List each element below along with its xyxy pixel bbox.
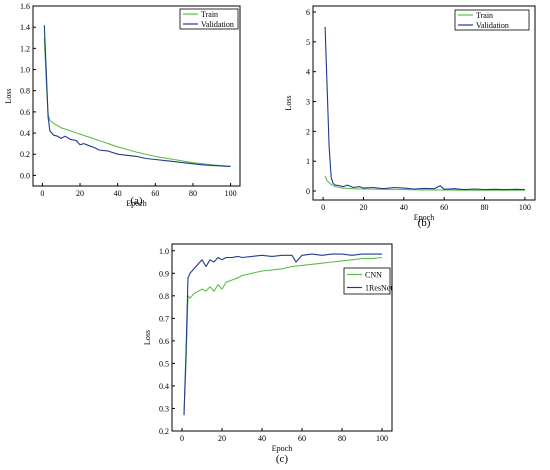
plot-frame <box>171 243 393 432</box>
x-tick-label: 80 <box>481 203 489 212</box>
x-tick-label: 100 <box>225 189 237 198</box>
x-axis-label: Epoch <box>272 444 292 453</box>
y-tick-label: 2 <box>306 127 310 136</box>
y-tick-label: 0.6 <box>159 337 169 346</box>
x-tick-label: 0 <box>40 189 44 198</box>
x-tick-label: 0 <box>321 203 325 212</box>
x-tick-label: 100 <box>376 434 388 443</box>
y-tick-label: 1.0 <box>159 247 169 256</box>
legend-label: Train <box>201 10 218 19</box>
x-tick-label: 20 <box>218 434 226 443</box>
legend: CNN 1ResNet <box>343 267 393 295</box>
y-tick-label: 6 <box>306 8 310 17</box>
x-tick-label: 60 <box>151 189 159 198</box>
y-tick-label: 0.8 <box>159 292 169 301</box>
y-tick-label: 0.0 <box>20 171 30 180</box>
series-line-1resnet <box>183 253 382 416</box>
legend-label: Train <box>476 11 493 20</box>
y-tick-label: 1 <box>306 157 310 166</box>
x-axis-label: Epoch <box>126 199 146 208</box>
series-line-train <box>324 175 525 191</box>
y-tick-label: 0.7 <box>159 314 169 323</box>
y-tick-label: 0.3 <box>159 404 169 413</box>
y-tick-label: 1.6 <box>20 2 30 11</box>
y-tick-label: 1.0 <box>20 66 30 75</box>
y-axis-label: Loss <box>4 88 13 103</box>
y-tick-label: 0.2 <box>159 427 169 436</box>
x-tick-label: 80 <box>338 434 346 443</box>
legend-label: 1ResNet <box>365 284 393 293</box>
x-axis-label: Epoch <box>414 213 434 222</box>
x-tick-label: 40 <box>258 434 266 443</box>
series-line-train <box>43 37 231 167</box>
plot-frame <box>32 5 241 187</box>
x-tick-label: 100 <box>519 203 531 212</box>
series-line-cnn <box>183 256 383 414</box>
legend-label: Validation <box>201 20 234 29</box>
chart-panel-a: 0 20 40 60 80 100 0.0 0.2 0.4 0.6 0.8 1.0 1.2 1.4 1.6 E… <box>4 2 241 208</box>
y-tick-label: 0.9 <box>159 269 169 278</box>
chart-panel-b: 0 20 40 60 80 100 0 1 2 3 4 5 6 Epoch Loss TrainValidat… <box>284 5 536 229</box>
y-tick-label: 4 <box>306 68 310 77</box>
series-line-validation <box>324 26 525 191</box>
y-tick-label: 0.2 <box>20 150 30 159</box>
legend-label: CNN <box>365 271 382 280</box>
series-line-validation <box>43 25 231 167</box>
y-axis-label: Loss <box>143 330 152 345</box>
x-tick-label: 0 <box>180 434 184 443</box>
x-tick-label: 20 <box>359 203 367 212</box>
panel-label: (a) <box>130 195 143 207</box>
y-tick-label: 0 <box>306 187 310 196</box>
y-tick-label: 3 <box>306 98 310 107</box>
y-tick-label: 1.4 <box>20 23 30 32</box>
panel-label: (c) <box>276 453 289 465</box>
y-tick-label: 0.4 <box>20 129 30 138</box>
x-tick-label: 40 <box>114 189 122 198</box>
x-tick-label: 60 <box>298 434 306 443</box>
chart-panel-c: 0 20 40 60 80 100 0.2 0.3 0.4 0.5 0.6 0.7 0.8 0.9 1.0 E… <box>143 243 393 465</box>
panel-label: (b) <box>418 217 431 229</box>
y-tick-label: 1.2 <box>20 44 30 53</box>
legend-box <box>454 9 530 31</box>
y-tick-label: 0.8 <box>20 87 30 96</box>
legend-label: Validation <box>476 21 509 30</box>
x-tick-label: 40 <box>400 203 408 212</box>
x-tick-label: 60 <box>440 203 448 212</box>
plot-frame <box>312 5 536 201</box>
y-axis-label: Loss <box>284 95 293 110</box>
y-tick-label: 5 <box>306 38 310 47</box>
x-tick-label: 80 <box>189 189 197 198</box>
y-tick-label: 0.4 <box>159 382 169 391</box>
x-tick-label: 20 <box>76 189 84 198</box>
legend-box <box>343 267 391 295</box>
y-tick-label: 0.5 <box>159 359 169 368</box>
y-tick-label: 0.6 <box>20 108 30 117</box>
